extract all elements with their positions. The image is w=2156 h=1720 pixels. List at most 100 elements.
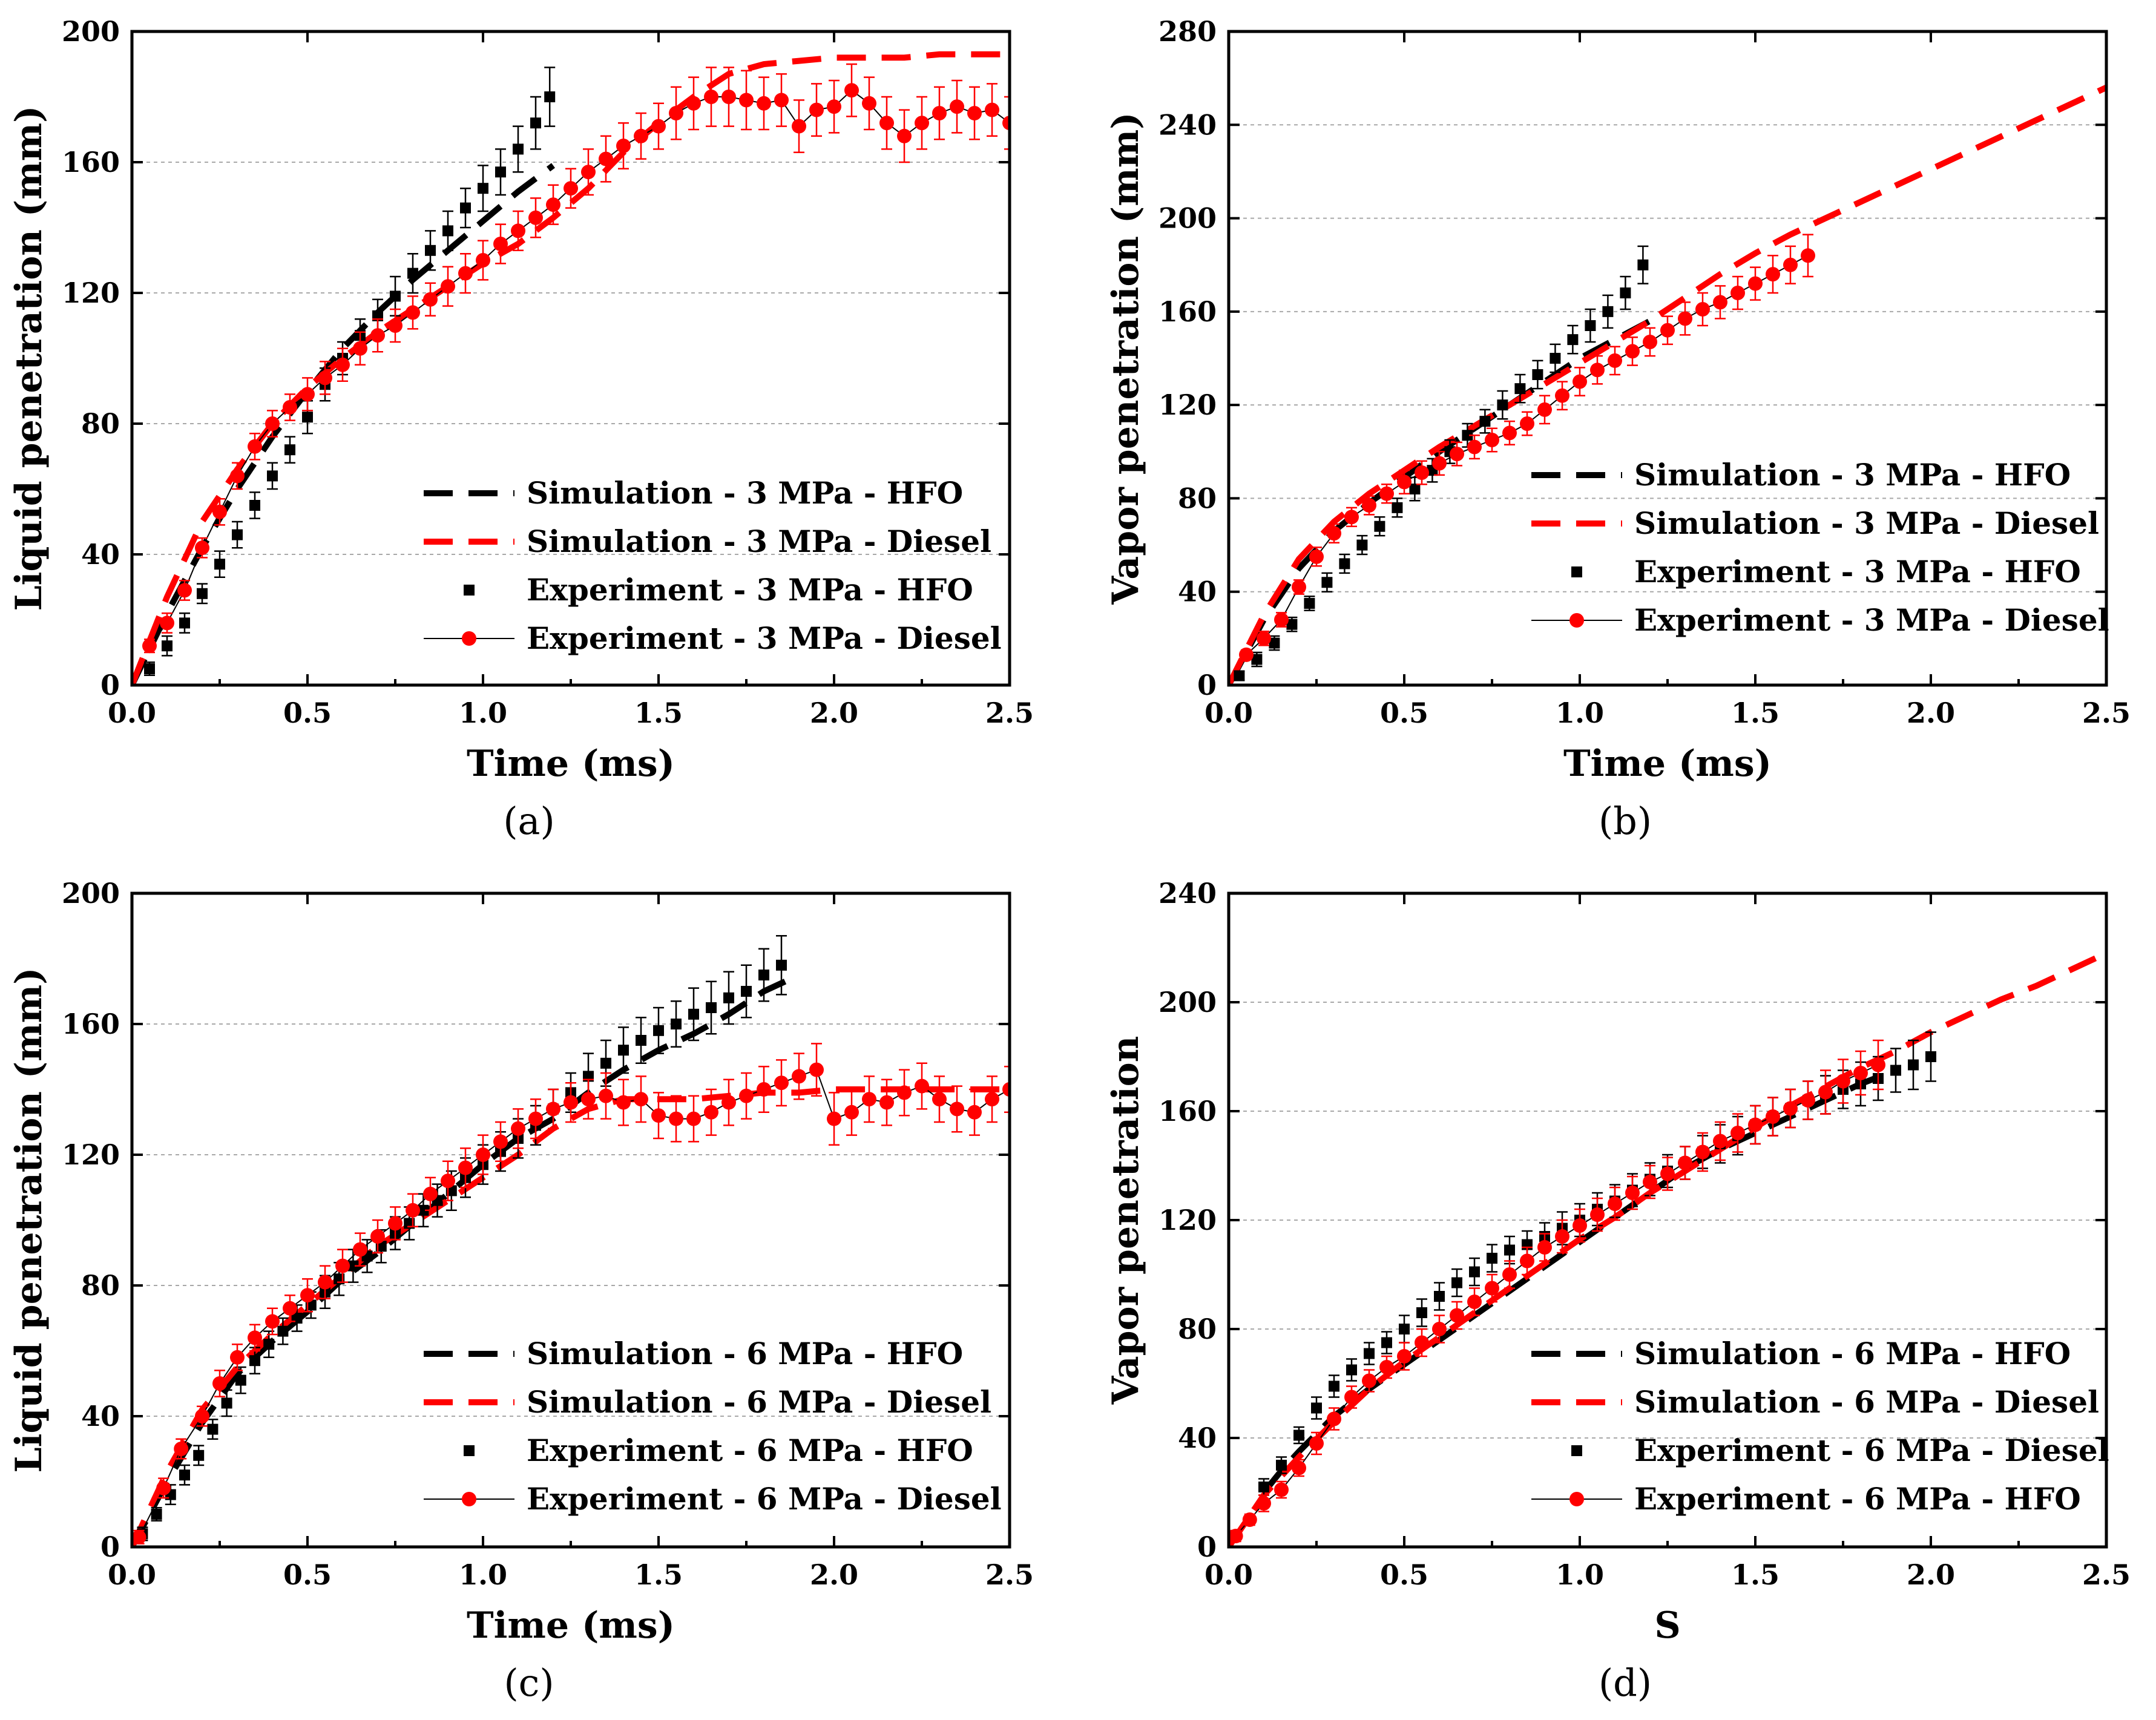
- data-point: [1469, 1266, 1480, 1278]
- data-point: [1251, 654, 1263, 665]
- data-point: [460, 202, 471, 214]
- data-point: [1713, 1134, 1727, 1149]
- data-point: [458, 266, 473, 281]
- data-point: [915, 116, 929, 131]
- data-point: [809, 1062, 824, 1077]
- data-point: [897, 128, 912, 143]
- data-point: [1450, 447, 1464, 462]
- legend-label: Experiment - 3 MPa - HFO: [527, 572, 973, 608]
- data-point: [721, 1095, 736, 1110]
- x-tick-label: 2.0: [810, 697, 858, 729]
- plot-area: [132, 934, 1010, 1547]
- data-point: [686, 1111, 701, 1126]
- data-point: [1002, 116, 1010, 131]
- data-point: [1397, 1349, 1412, 1364]
- x-tick-label: 1.0: [459, 1558, 507, 1591]
- y-tick-label: 200: [1159, 986, 1217, 1019]
- y-tick-label: 120: [1159, 1204, 1217, 1236]
- data-point: [1567, 334, 1579, 346]
- series-4: [1239, 234, 1815, 662]
- data-point: [1409, 484, 1421, 494]
- legend: Simulation - 3 MPa - HFO Simulation - 3 M…: [424, 475, 1002, 656]
- x-tick-label: 0.5: [283, 697, 332, 729]
- data-point: [1502, 425, 1517, 441]
- x-axis-title: Time (ms): [1563, 743, 1772, 785]
- x-axis-title: Time (ms): [467, 1604, 675, 1647]
- y-tick-label: 280: [1159, 15, 1217, 48]
- data-point: [353, 1242, 367, 1257]
- y-tick-label: 40: [1178, 1422, 1217, 1454]
- x-axis-title: Time (ms): [467, 743, 675, 785]
- legend-swatch: [1569, 613, 1584, 628]
- series-2: [1229, 950, 2106, 1547]
- legend-label: Experiment - 6 MPa - Diesel: [1634, 1433, 2109, 1468]
- data-point: [739, 1088, 754, 1103]
- x-tick-label: 0.5: [1380, 1558, 1428, 1591]
- data-point: [546, 197, 560, 212]
- data-point: [407, 268, 418, 279]
- data-point: [277, 1325, 289, 1337]
- data-point: [1451, 1277, 1462, 1288]
- data-point: [671, 1019, 682, 1029]
- data-point: [1229, 1529, 1243, 1543]
- series-4: [132, 1043, 1010, 1544]
- y-tick-label: 160: [62, 1008, 120, 1040]
- data-point: [248, 1330, 262, 1345]
- data-point: [827, 99, 841, 114]
- x-tick-label: 0.0: [108, 1558, 156, 1591]
- data-point: [704, 1105, 718, 1120]
- data-point: [318, 370, 332, 386]
- series-line: [1229, 950, 2106, 1547]
- data-point: [1304, 598, 1315, 609]
- legend-swatch: [1571, 1445, 1582, 1456]
- legend-swatch: [1569, 1492, 1584, 1506]
- data-point: [1392, 502, 1403, 513]
- data-point: [1537, 402, 1552, 417]
- x-tick-label: 2.0: [1907, 697, 1955, 729]
- legend-label: Simulation - 6 MPa - HFO: [527, 1336, 963, 1371]
- y-tick-label: 160: [62, 146, 120, 179]
- data-point: [151, 1509, 162, 1520]
- data-point: [1274, 1482, 1289, 1497]
- data-point: [636, 1035, 646, 1046]
- data-point: [581, 165, 596, 180]
- legend-swatch: [464, 1445, 475, 1456]
- legend-label: Simulation - 3 MPa - Diesel: [527, 524, 991, 559]
- x-tick-label: 2.5: [985, 1558, 1034, 1591]
- series-3: [1234, 245, 1649, 681]
- data-point: [267, 470, 278, 482]
- data-point: [1257, 1496, 1271, 1511]
- data-point: [1415, 1335, 1429, 1350]
- data-point: [1925, 1051, 1936, 1062]
- data-point: [844, 1105, 859, 1120]
- data-point: [688, 1008, 699, 1020]
- data-point: [704, 90, 718, 104]
- data-point: [1257, 631, 1271, 646]
- legend-swatch: [462, 631, 476, 646]
- data-point: [265, 1314, 280, 1329]
- series-3: [144, 67, 556, 677]
- series-line: [1261, 1067, 1897, 1495]
- data-point: [1379, 1360, 1394, 1374]
- data-point: [1416, 1307, 1427, 1318]
- data-point: [774, 1075, 789, 1091]
- data-point: [1339, 558, 1350, 570]
- y-tick-label: 0: [1197, 1531, 1217, 1563]
- data-point: [284, 444, 295, 456]
- x-tick-label: 0.0: [1205, 697, 1253, 729]
- data-point: [599, 1088, 613, 1103]
- data-point: [618, 1045, 629, 1056]
- data-point: [634, 1092, 648, 1107]
- data-point: [1344, 1390, 1359, 1405]
- data-point: [493, 237, 508, 251]
- data-point: [1678, 311, 1692, 326]
- chart-panel-c: 0.0 0.5 1.0 1.5 2.0 2.5 0 40 80 120 160 200 Time (ms…: [8, 877, 1034, 1705]
- data-point: [132, 1529, 146, 1544]
- y-tick-label: 80: [81, 407, 120, 440]
- data-point: [1462, 430, 1473, 441]
- data-point: [1713, 295, 1727, 310]
- series-1: [1261, 1067, 1897, 1495]
- plot-area: [1229, 950, 2106, 1547]
- y-axis-title: Vapor penetration (mm): [1105, 112, 1147, 605]
